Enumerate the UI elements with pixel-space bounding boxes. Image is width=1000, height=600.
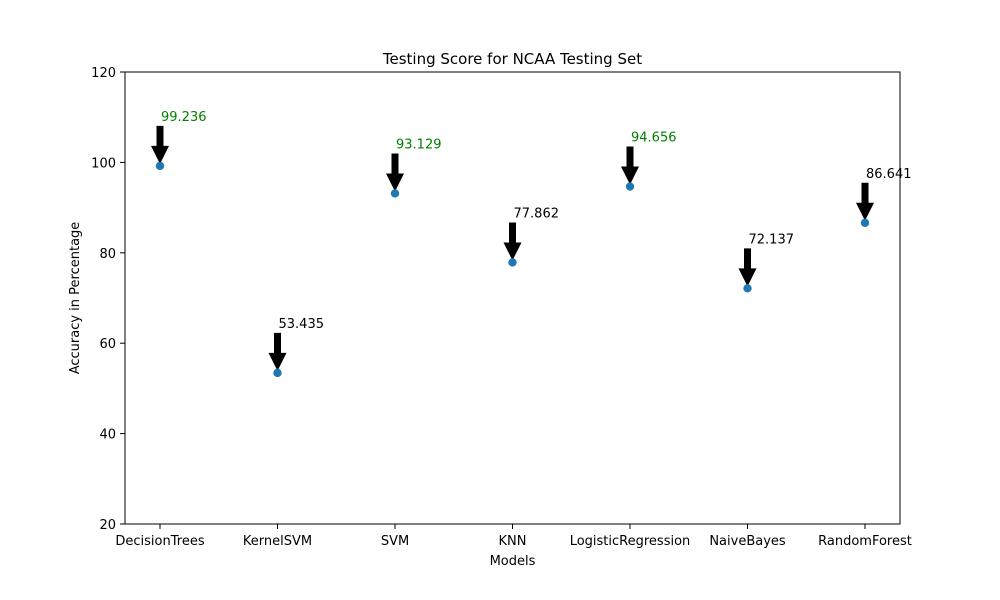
y-tick-label: 100 [91,156,116,171]
data-point [743,284,752,293]
chart-title: Testing Score for NCAA Testing Set [382,50,642,68]
y-tick-label: 80 [99,247,116,262]
annotation-arrow [856,182,874,221]
data-label: 72.137 [749,232,795,247]
data-label: 77.862 [514,206,560,221]
data-point [273,368,282,378]
data-label: 94.656 [631,131,677,146]
data-label: 86.641 [866,167,912,182]
annotation-arrow [268,332,287,371]
x-tick-label: SVM [381,534,409,549]
y-tick-label: 20 [99,518,116,533]
y-tick-label: 40 [99,428,116,443]
data-point [860,218,870,227]
plot-area: 20 40 60 80 100 120 DecisionTrees KernelSVM SVM K… [91,66,912,549]
data-label: 99.236 [161,110,207,125]
x-tick-label: KernelSVM [243,534,312,549]
y-tick-label: 120 [91,66,116,81]
annotation-arrow [738,248,757,287]
x-tick-label: RandomForest [818,534,912,549]
data-point [625,182,635,191]
annotation-arrow [386,153,404,192]
data-point [155,161,165,171]
data-label: 93.129 [396,137,442,152]
data-point [390,189,400,198]
annotation-arrow [621,146,639,185]
data-label: 53.435 [279,317,325,332]
plot-frame [124,71,901,525]
y-tick-label: 60 [99,337,116,352]
x-axis-label: Models [490,554,536,569]
x-tick-label: NaiveBayes [709,534,786,549]
data-point [508,258,517,267]
x-tick-label: LogisticRegression [570,534,691,549]
x-tick-label: DecisionTrees [115,534,204,549]
annotation-arrow [151,125,169,164]
y-axis-label: Accuracy in Percentage [68,222,83,375]
x-tick-label: KNN [499,534,527,549]
annotation-arrow [503,222,522,261]
